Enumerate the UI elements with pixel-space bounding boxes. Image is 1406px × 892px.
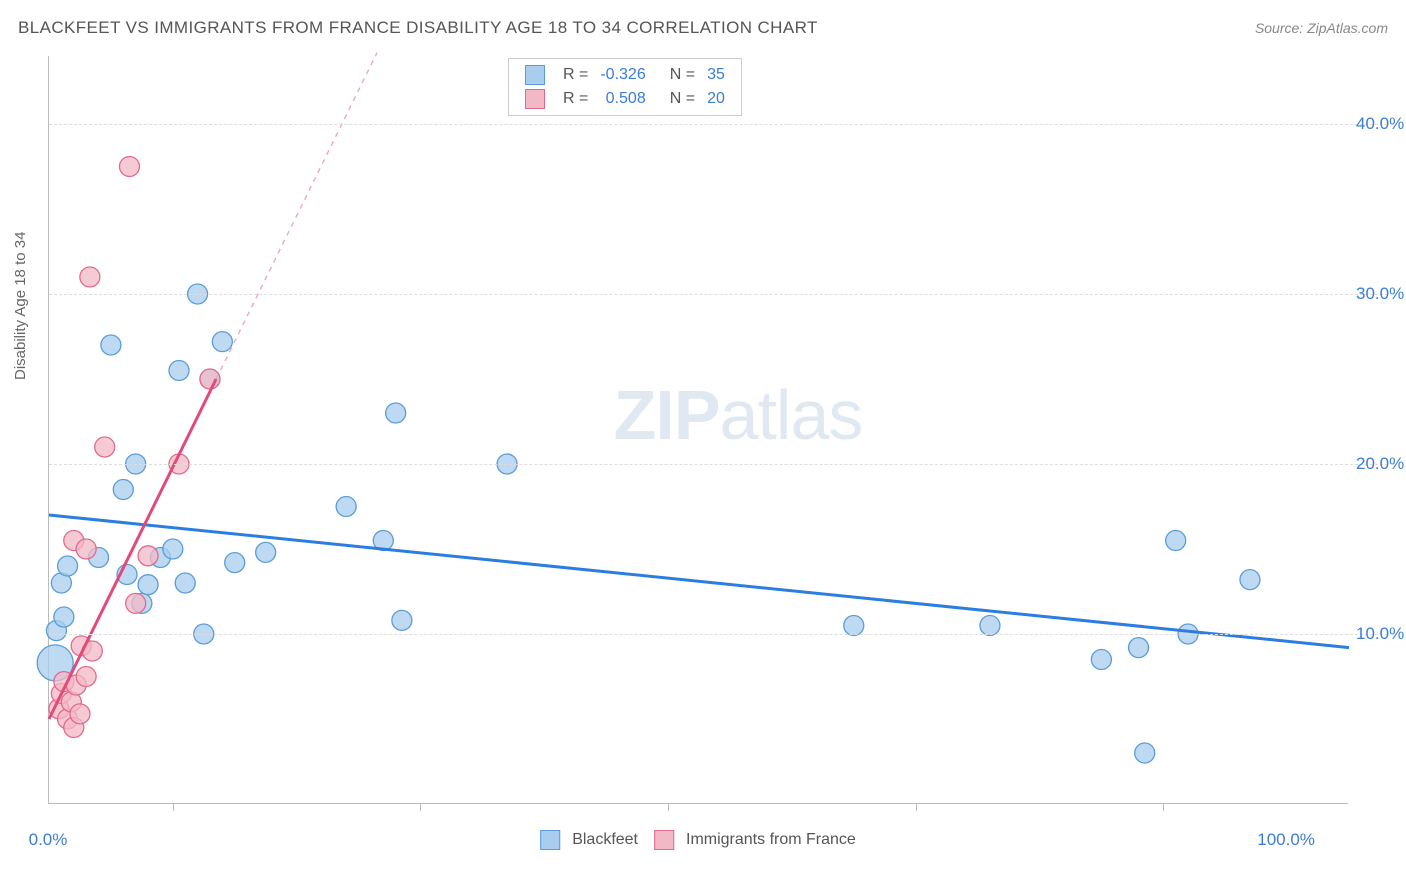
point-blackfeet bbox=[1129, 638, 1149, 658]
gridline-h bbox=[49, 634, 1388, 635]
legend-correlation: R = -0.326 N = 35 R = 0.508 N = 20 bbox=[508, 58, 742, 116]
legend-item-france: Immigrants from France bbox=[654, 830, 856, 850]
point-blackfeet bbox=[175, 573, 195, 593]
point-france bbox=[138, 546, 158, 566]
gridline-h bbox=[49, 124, 1388, 125]
point-blackfeet bbox=[1166, 531, 1186, 551]
x-axis-label: 100.0% bbox=[1257, 830, 1315, 850]
plot-area: ZIPatlas bbox=[48, 56, 1348, 804]
y-tick-label: 20.0% bbox=[1356, 454, 1404, 474]
n-label: N = bbox=[664, 63, 701, 87]
source-name: ZipAtlas.com bbox=[1307, 20, 1388, 36]
point-blackfeet bbox=[1091, 650, 1111, 670]
point-france bbox=[119, 157, 139, 177]
legend-item-blackfeet: Blackfeet bbox=[540, 830, 638, 850]
legend-label-blackfeet: Blackfeet bbox=[572, 831, 638, 849]
source-attribution: Source: ZipAtlas.com bbox=[1255, 20, 1388, 36]
r-label: R = bbox=[557, 63, 594, 87]
y-tick-label: 10.0% bbox=[1356, 624, 1404, 644]
y-tick-label: 30.0% bbox=[1356, 284, 1404, 304]
y-axis-label: Disability Age 18 to 34 bbox=[12, 232, 29, 380]
x-tick bbox=[668, 803, 669, 811]
r-label: R = bbox=[557, 87, 594, 111]
point-blackfeet bbox=[1135, 743, 1155, 763]
chart-title: BLACKFEET VS IMMIGRANTS FROM FRANCE DISA… bbox=[18, 18, 818, 38]
legend-correlation-table: R = -0.326 N = 35 R = 0.508 N = 20 bbox=[519, 63, 731, 111]
point-blackfeet bbox=[58, 556, 78, 576]
legend-row-blackfeet: R = -0.326 N = 35 bbox=[519, 63, 731, 87]
point-france bbox=[70, 704, 90, 724]
point-blackfeet bbox=[163, 539, 183, 559]
gridline-h bbox=[49, 294, 1388, 295]
swatch-blackfeet bbox=[525, 65, 545, 85]
legend-row-france: R = 0.508 N = 20 bbox=[519, 87, 731, 111]
source-prefix: Source: bbox=[1255, 20, 1307, 36]
x-tick bbox=[916, 803, 917, 811]
gridline-h bbox=[49, 464, 1388, 465]
trendline-ext-france bbox=[216, 53, 377, 379]
n-value-blackfeet: 35 bbox=[701, 63, 731, 87]
point-blackfeet bbox=[212, 332, 232, 352]
swatch-france bbox=[525, 89, 545, 109]
x-tick bbox=[1163, 803, 1164, 811]
point-france bbox=[80, 267, 100, 287]
point-france bbox=[76, 667, 96, 687]
point-france bbox=[76, 539, 96, 559]
point-blackfeet bbox=[336, 497, 356, 517]
x-axis-label: 0.0% bbox=[29, 830, 68, 850]
point-blackfeet bbox=[225, 553, 245, 573]
trendline-blackfeet bbox=[49, 515, 1349, 648]
y-tick-label: 40.0% bbox=[1356, 114, 1404, 134]
plot-svg bbox=[49, 56, 1348, 803]
point-blackfeet bbox=[256, 542, 276, 562]
x-tick bbox=[420, 803, 421, 811]
r-value-france: 0.508 bbox=[594, 87, 651, 111]
point-blackfeet bbox=[101, 335, 121, 355]
x-tick bbox=[173, 803, 174, 811]
point-blackfeet bbox=[113, 480, 133, 500]
n-value-france: 20 bbox=[701, 87, 731, 111]
point-blackfeet bbox=[138, 575, 158, 595]
point-blackfeet bbox=[386, 403, 406, 423]
point-blackfeet bbox=[392, 610, 412, 630]
point-france bbox=[126, 593, 146, 613]
r-value-blackfeet: -0.326 bbox=[594, 63, 651, 87]
point-france bbox=[95, 437, 115, 457]
point-blackfeet bbox=[844, 616, 864, 636]
point-blackfeet bbox=[1240, 570, 1260, 590]
legend-label-france: Immigrants from France bbox=[686, 831, 856, 849]
title-bar: BLACKFEET VS IMMIGRANTS FROM FRANCE DISA… bbox=[18, 18, 1388, 38]
n-label: N = bbox=[664, 87, 701, 111]
swatch-blackfeet bbox=[540, 830, 560, 850]
point-blackfeet bbox=[54, 607, 74, 627]
point-france bbox=[200, 369, 220, 389]
point-blackfeet bbox=[980, 616, 1000, 636]
point-blackfeet bbox=[169, 361, 189, 381]
swatch-france bbox=[654, 830, 674, 850]
legend-series: Blackfeet Immigrants from France bbox=[540, 830, 856, 850]
